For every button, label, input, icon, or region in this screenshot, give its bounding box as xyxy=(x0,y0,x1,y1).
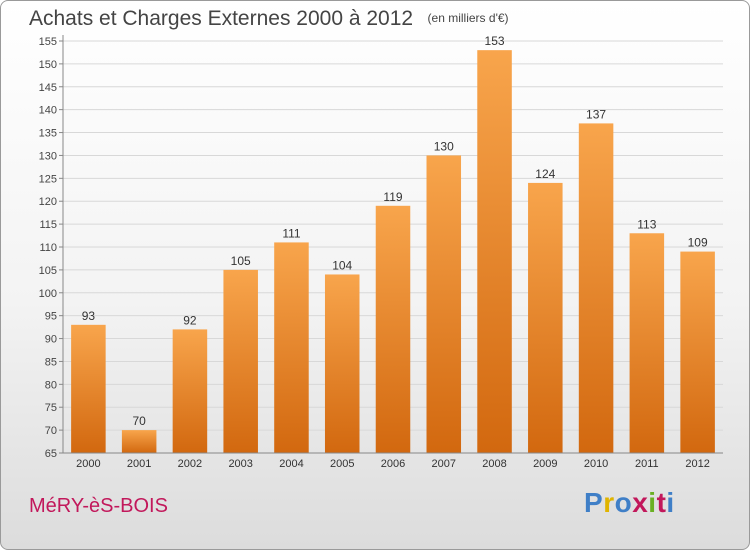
logo-letter: i xyxy=(648,487,657,518)
y-tick-label: 65 xyxy=(45,448,57,460)
bar-value-label: 104 xyxy=(332,258,352,272)
logo-letter: o xyxy=(614,487,633,518)
bar-value-label: 153 xyxy=(485,34,505,48)
y-tick-label: 85 xyxy=(45,356,57,368)
bar-2001 xyxy=(121,430,157,453)
x-tick-label: 2009 xyxy=(533,458,557,470)
bar-2009 xyxy=(528,182,563,453)
y-tick-label: 70 xyxy=(45,425,57,437)
y-tick-label: 95 xyxy=(45,311,57,323)
x-tick-label: 2008 xyxy=(482,458,506,470)
bar-2005 xyxy=(324,274,360,453)
x-tick-label: 2001 xyxy=(127,458,151,470)
x-tick-label: 2010 xyxy=(584,458,608,470)
y-tick-label: 155 xyxy=(39,36,57,48)
bar-2011 xyxy=(629,233,665,453)
x-tick-label: 2011 xyxy=(635,458,659,470)
bar-2010 xyxy=(578,123,614,454)
bar-2008 xyxy=(477,50,512,454)
y-tick-label: 140 xyxy=(39,105,57,117)
bar-value-label: 130 xyxy=(434,139,454,153)
y-tick-label: 135 xyxy=(39,128,57,140)
y-tick-label: 80 xyxy=(45,379,57,391)
y-tick-label: 115 xyxy=(39,219,57,231)
bar-2012 xyxy=(680,251,715,453)
bar-value-label: 119 xyxy=(383,190,402,204)
logo-letter: t xyxy=(656,487,667,518)
x-tick-label: 2002 xyxy=(178,458,202,470)
bar-value-label: 111 xyxy=(282,226,301,240)
bar-2003 xyxy=(223,269,258,453)
bar-value-label: 70 xyxy=(132,414,146,428)
y-tick-label: 130 xyxy=(39,150,57,162)
x-tick-label: 2006 xyxy=(381,458,405,470)
bar-value-label: 93 xyxy=(82,309,96,323)
y-tick-label: 100 xyxy=(39,288,57,300)
logo-letter: x xyxy=(632,487,649,518)
y-tick-label: 145 xyxy=(39,82,57,94)
bar-2000 xyxy=(71,324,106,453)
y-tick-label: 110 xyxy=(39,242,57,254)
bar-value-label: 92 xyxy=(183,313,197,327)
chart-subtitle: (en milliers d'€) xyxy=(427,11,509,25)
x-tick-label: 2012 xyxy=(685,458,709,470)
x-tick-label: 2007 xyxy=(432,458,456,470)
bar-2007 xyxy=(426,155,462,453)
y-tick-label: 90 xyxy=(45,334,57,346)
bar-value-label: 105 xyxy=(231,254,251,268)
y-tick-label: 105 xyxy=(39,265,57,277)
bar-value-label: 137 xyxy=(586,107,606,121)
y-tick-label: 120 xyxy=(39,196,57,208)
bar-value-label: 113 xyxy=(637,217,656,231)
bar-2006 xyxy=(375,205,411,453)
y-tick-label: 75 xyxy=(45,402,57,414)
x-tick-label: 2004 xyxy=(279,458,303,470)
bar-value-label: 124 xyxy=(535,167,555,181)
chart-title-block: Achats et Charges Externes 2000 à 2012 (… xyxy=(29,7,509,31)
x-tick-label: 2005 xyxy=(330,458,354,470)
proxiti-logo[interactable]: Proxiti xyxy=(584,487,675,519)
y-tick-label: 150 xyxy=(39,59,57,71)
bar-2004 xyxy=(274,242,309,453)
bar-value-label: 109 xyxy=(688,236,708,250)
town-name: MéRY-èS-BOIS xyxy=(29,495,168,517)
logo-letter: i xyxy=(666,487,675,518)
logo-letter: P xyxy=(584,487,604,518)
x-tick-label: 2003 xyxy=(228,458,252,470)
y-tick-label: 125 xyxy=(39,173,57,185)
x-tick-label: 2000 xyxy=(76,458,100,470)
bar-2002 xyxy=(172,329,208,453)
chart-title: Achats et Charges Externes 2000 à 2012 xyxy=(29,7,414,30)
logo-letter: r xyxy=(603,487,615,518)
